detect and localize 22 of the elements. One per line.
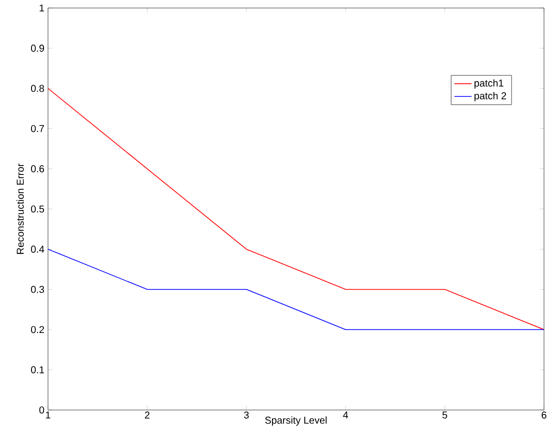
x-tick-label: 3 xyxy=(244,412,249,419)
x-axis-title: Sparsity Level xyxy=(265,416,327,426)
y-tick-label: 0.3 xyxy=(31,286,44,293)
y-tick-label: 1 xyxy=(40,4,44,12)
x-tick-label: 5 xyxy=(442,412,448,418)
x-tick-label: 4 xyxy=(343,412,348,418)
y-tick-label: 0.1 xyxy=(31,366,44,374)
x-tick-label: 1 xyxy=(46,412,50,418)
y-tick-label: 0.6 xyxy=(31,165,44,172)
y-tick-label: 0.4 xyxy=(31,246,44,253)
y-tick-label: 0.9 xyxy=(31,44,44,52)
y-tick-label: 0.2 xyxy=(31,326,44,334)
x-tick-label: 6 xyxy=(542,412,546,419)
y-tick-label: 0.7 xyxy=(31,125,44,132)
y-axis-title: Reconstruction Error xyxy=(16,164,24,254)
x-tick-label: 2 xyxy=(144,412,150,418)
legend-label: patch 2 xyxy=(474,92,506,102)
y-tick-label: 0 xyxy=(39,406,44,414)
line-series xyxy=(48,88,544,330)
legend-label: patch1 xyxy=(474,79,504,89)
y-tick-label: 0.5 xyxy=(31,205,44,213)
y-tick-label: 0.8 xyxy=(31,84,44,92)
